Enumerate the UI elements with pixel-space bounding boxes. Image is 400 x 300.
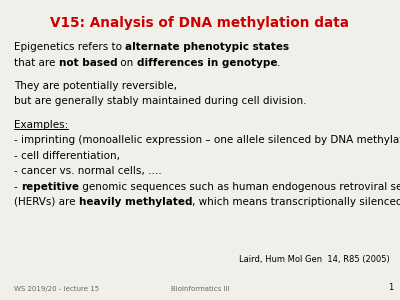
Text: -: - (14, 182, 21, 191)
Text: WS 2019/20 - lecture 15: WS 2019/20 - lecture 15 (14, 286, 99, 292)
Text: - cell differentiation,: - cell differentiation, (14, 151, 120, 160)
Text: alternate phenotypic states: alternate phenotypic states (125, 42, 289, 52)
Text: Examples:: Examples: (14, 119, 68, 130)
Text: Bioinformatics III: Bioinformatics III (171, 286, 229, 292)
Text: (HERVs) are: (HERVs) are (14, 197, 79, 207)
Text: , which means transcriptionally silenced.: , which means transcriptionally silenced… (192, 197, 400, 207)
Text: that are: that are (14, 58, 59, 68)
Text: heavily methylated: heavily methylated (79, 197, 192, 207)
Text: - imprinting (monoallelic expression – one allele silenced by DNA methylation),: - imprinting (monoallelic expression – o… (14, 135, 400, 145)
Text: V15: Analysis of DNA methylation data: V15: Analysis of DNA methylation data (50, 16, 350, 30)
Text: Laird, Hum Mol Gen  14, R85 (2005): Laird, Hum Mol Gen 14, R85 (2005) (239, 255, 390, 264)
Text: 1: 1 (388, 283, 393, 292)
Text: Epigenetics refers to: Epigenetics refers to (14, 42, 125, 52)
Text: They are potentially reversible,: They are potentially reversible, (14, 81, 177, 91)
Text: not based: not based (59, 58, 117, 68)
Text: but are generally stably maintained during cell division.: but are generally stably maintained duri… (14, 96, 306, 106)
Text: .: . (277, 58, 281, 68)
Text: on: on (117, 58, 137, 68)
Text: genomic sequences such as human endogenous retroviral sequences: genomic sequences such as human endogeno… (79, 182, 400, 191)
Text: - cancer vs. normal cells, ….: - cancer vs. normal cells, …. (14, 166, 162, 176)
Text: repetitive: repetitive (21, 182, 79, 191)
Text: differences in genotype: differences in genotype (137, 58, 277, 68)
